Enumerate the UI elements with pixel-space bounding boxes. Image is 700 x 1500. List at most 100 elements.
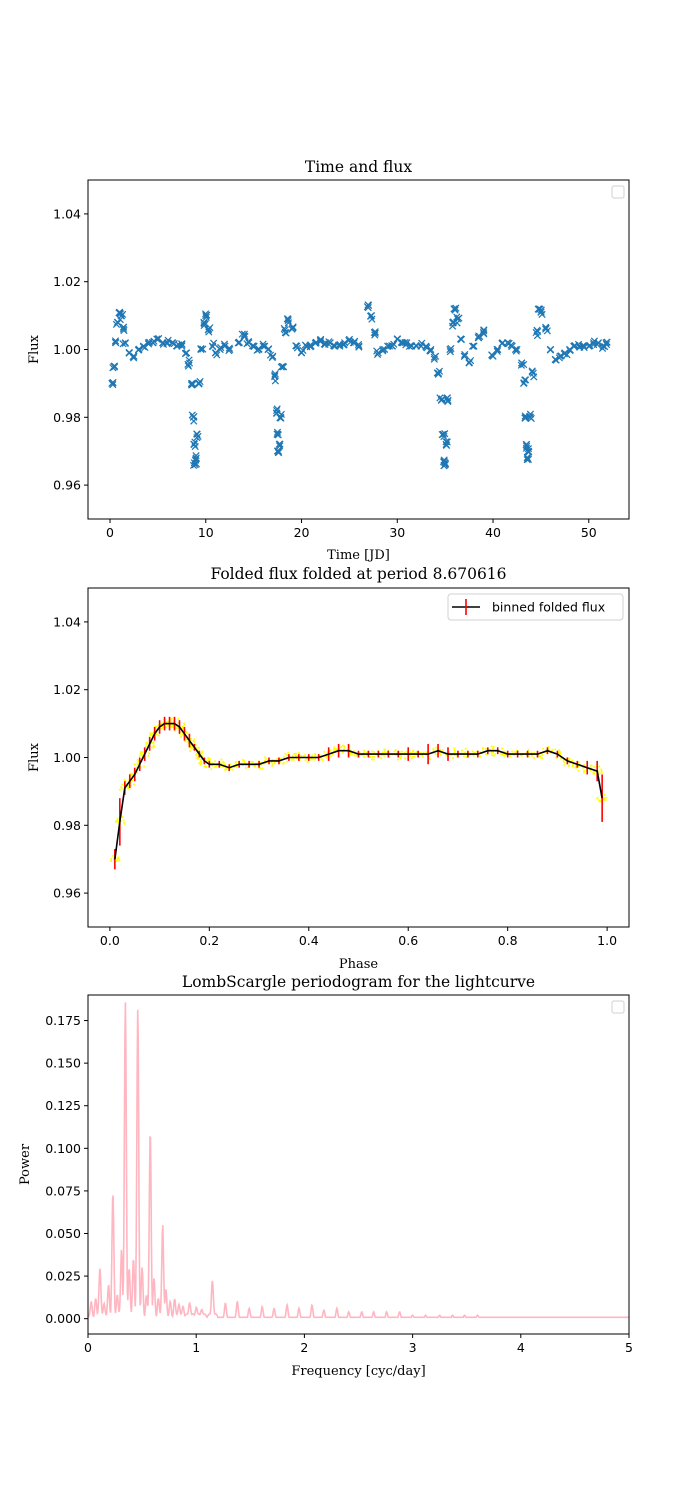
- flux-marker: [178, 340, 186, 348]
- folded-point: [265, 757, 267, 760]
- folded-flux-legend: binned folded flux: [447, 593, 624, 621]
- folded-point: [110, 858, 113, 861]
- folded-point: [282, 762, 285, 765]
- folded-point: [320, 757, 323, 760]
- folded-point: [174, 727, 177, 730]
- folded-point: [150, 732, 153, 735]
- folded-point: [323, 750, 326, 753]
- folded-point: [148, 752, 150, 755]
- flux-marker: [563, 351, 571, 359]
- folded-point: [405, 750, 408, 753]
- folded-point: [383, 748, 386, 751]
- flux-marker: [111, 338, 120, 346]
- folded-point: [439, 748, 442, 751]
- flux-marker: [371, 329, 379, 337]
- folded-point: [234, 763, 237, 766]
- folded-point: [448, 750, 450, 753]
- folded-point: [452, 757, 455, 759]
- folded-point: [113, 858, 115, 861]
- folded-point: [186, 732, 189, 735]
- folded-point: [583, 771, 585, 774]
- flux-marker: [442, 441, 451, 449]
- flux-marker: [283, 315, 291, 323]
- folded-point: [599, 800, 601, 803]
- folded-point: [408, 754, 411, 757]
- folded-point: [558, 749, 561, 752]
- flux-marker: [273, 406, 281, 415]
- folded-point: [211, 762, 214, 765]
- flux-marker: [253, 346, 261, 354]
- folded-point: [282, 761, 285, 764]
- flux-marker: [403, 339, 411, 347]
- folded-point: [211, 764, 214, 767]
- folded-point: [197, 746, 200, 749]
- folded-point: [263, 759, 266, 762]
- folded-point: [148, 735, 151, 738]
- folded-point: [174, 729, 176, 732]
- folded-point: [304, 754, 307, 756]
- flux-marker: [276, 414, 284, 422]
- folded-point: [464, 748, 467, 750]
- folded-point: [191, 745, 194, 748]
- folded-point: [225, 768, 228, 771]
- folded-point: [491, 746, 494, 749]
- folded-point: [304, 759, 307, 761]
- flux-marker: [110, 363, 119, 371]
- folded-point: [180, 736, 183, 739]
- folded-point: [484, 753, 487, 756]
- folded-point: [415, 750, 418, 753]
- folded-point: [341, 751, 344, 754]
- folded-point: [600, 771, 603, 773]
- folded-point: [130, 772, 133, 775]
- folded-point: [123, 822, 126, 824]
- time-flux-axes-frame: [87, 179, 630, 520]
- flux-marker: [339, 341, 348, 349]
- flux-marker: [213, 351, 221, 359]
- periodogram-x-ticks: 0 1 2 3 4 5: [84, 1334, 633, 1355]
- folded-point: [410, 751, 413, 754]
- flux-marker: [530, 373, 538, 381]
- folded-point: [468, 754, 471, 756]
- time-flux-y-ticks: 0.96 0.98 1.00 1.02 1.04: [53, 206, 88, 493]
- folded-point: [429, 758, 431, 761]
- folded-flux-x-label: Phase: [339, 957, 379, 972]
- x-tick-label: 1: [192, 1340, 200, 1355]
- folded-point: [454, 750, 457, 753]
- folded-point: [595, 766, 598, 769]
- folded-point: [259, 762, 262, 764]
- flux-marker: [513, 345, 521, 354]
- flux-marker: [355, 343, 363, 351]
- folded-point: [151, 732, 154, 735]
- folded-point: [421, 754, 424, 757]
- flux-marker: [602, 340, 611, 349]
- flux-marker: [528, 367, 536, 375]
- folded-point: [130, 775, 133, 778]
- flux-marker: [255, 345, 263, 353]
- folded-point: [125, 783, 128, 785]
- folded-point: [286, 760, 289, 763]
- folded-point: [138, 754, 141, 757]
- folded-point: [195, 756, 198, 759]
- folded-point: [422, 755, 424, 758]
- folded-point: [554, 748, 557, 751]
- folded-point: [398, 750, 401, 753]
- folded-point: [152, 731, 155, 734]
- folded-point: [599, 799, 602, 802]
- folded-point: [597, 799, 600, 802]
- folded-point: [135, 766, 138, 769]
- flux-marker: [225, 344, 233, 352]
- folded-point: [473, 751, 476, 754]
- y-tick-label: 0.075: [45, 1183, 81, 1198]
- folded-point: [514, 750, 516, 753]
- flux-marker: [273, 447, 282, 455]
- folded-point: [243, 760, 246, 762]
- folded-point: [215, 764, 218, 767]
- folded-point: [411, 755, 414, 758]
- folded-point: [572, 763, 575, 766]
- folded-point: [352, 750, 355, 753]
- flux-marker: [145, 340, 153, 348]
- folded-point: [145, 745, 147, 748]
- folded-point: [380, 757, 383, 760]
- folded-point: [358, 754, 361, 756]
- folded-point: [134, 763, 136, 766]
